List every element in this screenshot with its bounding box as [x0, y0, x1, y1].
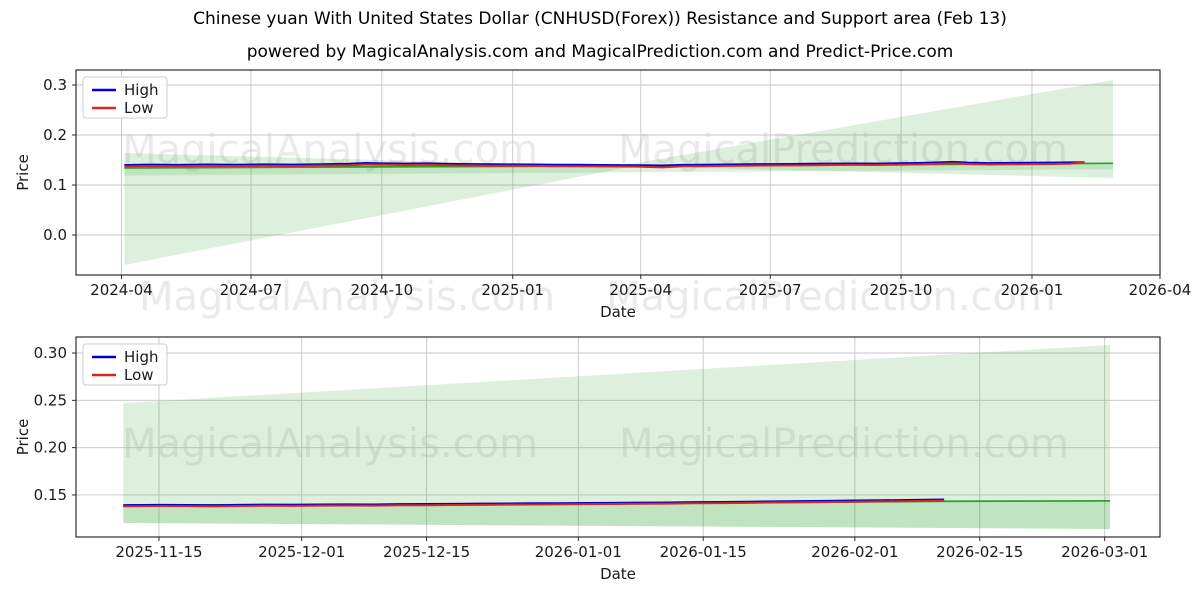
- y-tick-label: 0.20: [34, 439, 67, 457]
- x-tick-label: 2024-10: [351, 281, 414, 299]
- x-tick-label: 2024-07: [220, 281, 283, 299]
- y-tick-label: 0.15: [34, 486, 67, 504]
- legend-label-low: Low: [124, 99, 154, 117]
- high-line: [123, 498, 945, 507]
- zoom-chart: 2025-11-15 2025-12-01 2025-12-15 2026-01-01…: [14, 336, 1161, 583]
- x-tick-label: 2025-07: [739, 281, 802, 299]
- low-line: [124, 161, 1085, 169]
- plot-border: [75, 69, 1161, 276]
- low-line: [123, 499, 945, 508]
- x-tick-label: 2025-10: [870, 281, 933, 299]
- x-tick-label: 2026-02-15: [936, 543, 1023, 561]
- x-tick-label: 2026-04: [1129, 281, 1192, 299]
- tick-marks: [72, 84, 1161, 279]
- x-tick-label: 2025-01: [481, 281, 544, 299]
- y-tick-label: 0.0: [43, 226, 67, 244]
- legend-label-high: High: [124, 81, 158, 99]
- tick-labels: 2025-11-15 2025-12-01 2025-12-15 2026-01-01…: [34, 344, 1149, 561]
- x-axis-label: Date: [600, 303, 636, 321]
- x-tick-label: 2025-12-15: [383, 543, 470, 561]
- legend-label-high: High: [124, 348, 158, 366]
- tick-labels: 2024-04 2024-07 2024-10 2025-01 2025-04 2025-…: [43, 76, 1191, 299]
- x-axis-label: Date: [600, 565, 636, 583]
- x-tick-label: 2025-11-15: [115, 543, 202, 561]
- chart-subtitle: powered by MagicalAnalysis.com and Magic…: [246, 42, 954, 62]
- watermark-text: MagicalPrediction.com: [606, 274, 1056, 320]
- y-axis-label: Price: [14, 154, 32, 191]
- y-tick-label: 0.1: [43, 176, 67, 194]
- tick-marks: [72, 352, 1106, 541]
- chart-title: Chinese yuan With United States Dollar (…: [193, 9, 1007, 29]
- resistance-fan-right: [619, 80, 1114, 178]
- y-tick-label: 0.3: [43, 76, 67, 94]
- overview-chart: 2024-04 2024-07 2024-10 2025-01 2025-04 2025-…: [14, 69, 1191, 321]
- high-line: [124, 160, 1085, 167]
- resistance-support-band: [123, 344, 1111, 529]
- x-tick-label: 2026-01-01: [535, 543, 622, 561]
- x-tick-label: 2026-03-01: [1061, 543, 1148, 561]
- legend-label-low: Low: [124, 366, 154, 384]
- x-tick-label: 2025-04: [609, 281, 672, 299]
- y-tick-label: 0.2: [43, 126, 67, 144]
- watermark-text: MagicalAnalysis.com: [139, 274, 555, 320]
- support-strip: [123, 501, 1111, 529]
- x-tick-label: 2026-01-15: [660, 543, 747, 561]
- y-axis-label: Price: [14, 419, 32, 456]
- x-tick-label: 2026-01: [1001, 281, 1064, 299]
- y-tick-label: 0.25: [34, 391, 67, 409]
- x-tick-label: 2024-04: [90, 281, 153, 299]
- support-fan-left: [124, 153, 630, 265]
- y-tick-label: 0.30: [34, 344, 67, 362]
- watermark-text: MagicalAnalysis.com: [122, 421, 538, 467]
- watermark-text: MagicalPrediction.com: [619, 421, 1069, 467]
- x-tick-label: 2026-02-01: [811, 543, 898, 561]
- x-tick-label: 2025-12-01: [258, 543, 345, 561]
- plot-border: [75, 336, 1161, 538]
